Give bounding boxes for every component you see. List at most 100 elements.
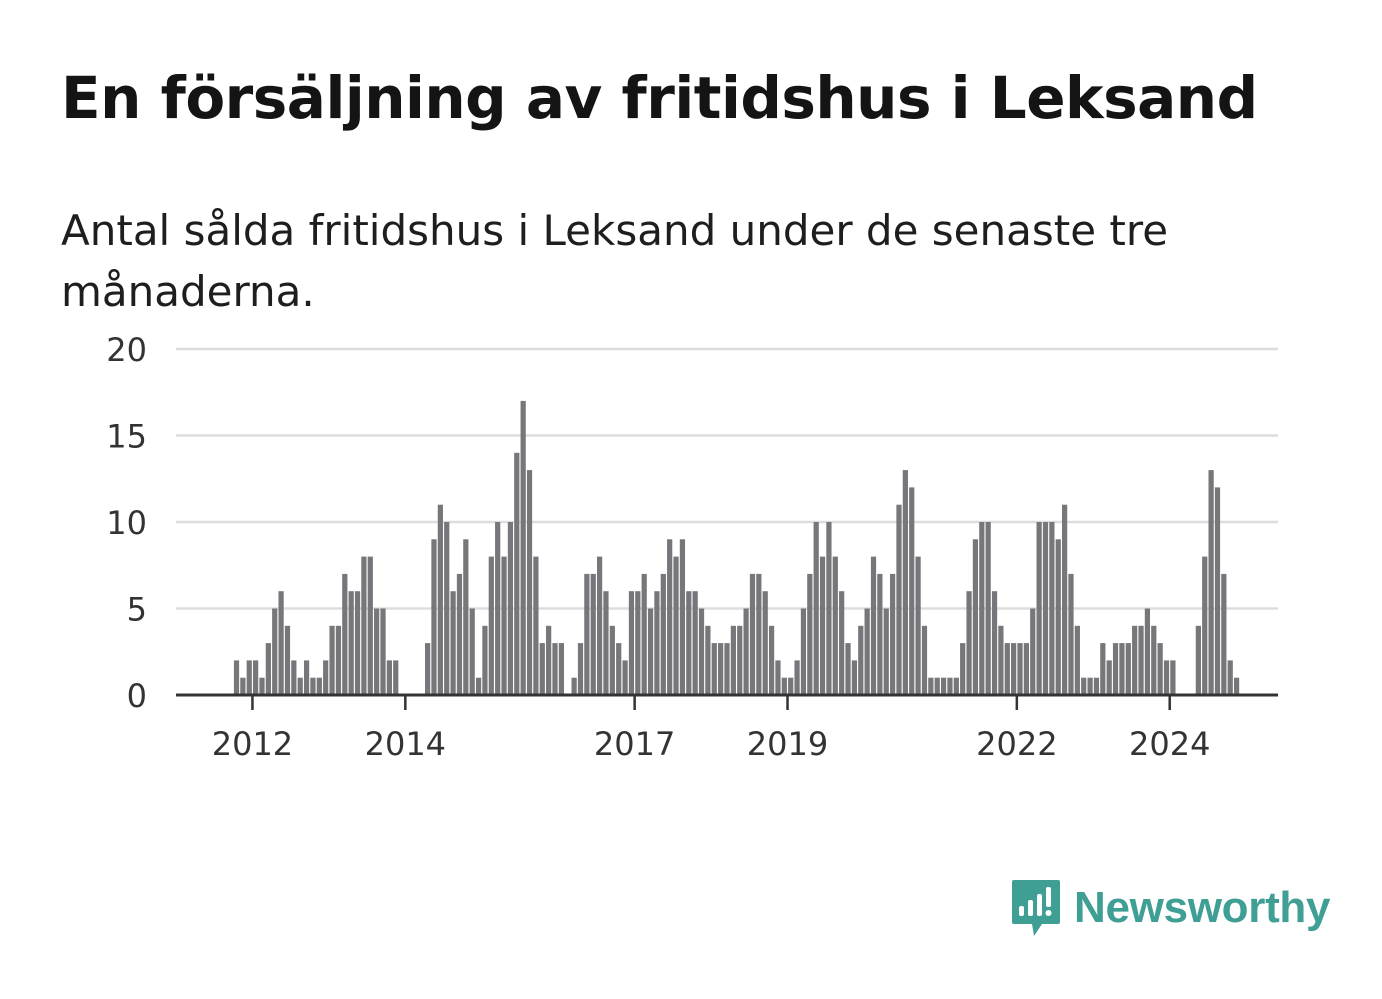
gridlines — [176, 347, 1278, 610]
bar — [845, 643, 851, 695]
bar — [870, 556, 877, 695]
bar — [768, 625, 775, 695]
bar — [1208, 470, 1214, 695]
bar — [374, 608, 380, 695]
bar — [297, 677, 303, 695]
x-tick-label: 2019 — [747, 725, 828, 763]
bar — [609, 625, 615, 695]
brand-name: Newsworthy — [1074, 883, 1331, 932]
bar — [724, 643, 730, 695]
bar — [660, 573, 666, 695]
bar — [488, 556, 494, 695]
chart-title: En försäljning av fritidshus i Leksand — [61, 64, 1258, 132]
bar — [1195, 625, 1201, 695]
y-axis-ticks: 0 5 10 15 20 — [106, 331, 147, 715]
y-tick-label: 15 — [106, 418, 147, 456]
bar — [1030, 608, 1036, 695]
bar — [259, 677, 265, 695]
bar — [475, 677, 482, 695]
bar — [335, 625, 342, 695]
bar — [679, 539, 686, 695]
bar — [310, 677, 316, 695]
bar — [1087, 677, 1093, 695]
bar — [329, 625, 335, 695]
bar — [1214, 487, 1221, 695]
bar — [1023, 643, 1029, 695]
bar — [303, 660, 310, 695]
newsworthy-logo-icon — [1012, 880, 1060, 936]
bar — [985, 522, 991, 695]
bar — [1227, 660, 1233, 695]
bar — [972, 539, 979, 695]
bar — [323, 660, 329, 695]
bar — [1233, 677, 1240, 695]
bar — [1202, 556, 1208, 695]
bar — [1049, 522, 1055, 695]
bar — [851, 660, 858, 695]
bar — [1106, 660, 1112, 695]
bar — [1132, 625, 1138, 695]
bar — [896, 504, 902, 695]
bar — [546, 625, 552, 695]
bar — [711, 643, 717, 695]
bar — [788, 677, 794, 695]
bar — [953, 677, 959, 695]
bar — [552, 643, 558, 695]
x-tick-label: 2022 — [976, 725, 1057, 763]
y-tick-label: 20 — [106, 331, 147, 369]
bar — [756, 573, 762, 695]
bar — [839, 591, 845, 695]
bar — [514, 452, 520, 695]
bar — [991, 591, 998, 695]
bar — [1055, 539, 1061, 695]
bar — [979, 522, 985, 695]
bar — [807, 573, 813, 695]
bar — [667, 539, 673, 695]
bar — [584, 573, 590, 695]
bar — [864, 608, 870, 695]
bar — [278, 591, 284, 695]
bar — [877, 573, 883, 695]
bar — [386, 660, 392, 695]
x-tick-label: 2024 — [1129, 725, 1210, 763]
bar — [718, 643, 724, 695]
bar — [1093, 677, 1100, 695]
x-tick-label: 2017 — [594, 725, 675, 763]
bar — [902, 470, 908, 695]
highlight-value-label: 1 — [1258, 0, 1278, 8]
x-axis-ticks: 2012 2014 2017 2019 2022 2024 — [212, 695, 1210, 763]
bar — [654, 591, 660, 695]
bar — [1100, 643, 1106, 695]
bar — [1081, 677, 1087, 695]
bar — [800, 608, 807, 695]
bar — [526, 470, 533, 695]
bar — [686, 591, 692, 695]
bar — [316, 677, 322, 695]
bar — [622, 660, 628, 695]
bar — [233, 660, 240, 695]
y-tick-label: 0 — [127, 677, 147, 715]
bar — [673, 556, 679, 695]
bar — [539, 643, 545, 695]
bar — [558, 643, 564, 695]
bar — [737, 625, 743, 695]
bar — [1163, 660, 1170, 695]
bar — [431, 539, 437, 695]
bar — [482, 625, 488, 695]
bar — [966, 591, 972, 695]
bar — [705, 625, 711, 695]
bar — [361, 556, 367, 695]
x-tick-label: 2012 — [212, 725, 293, 763]
bar — [641, 573, 647, 695]
value-labels: 1 — [1255, 0, 1281, 11]
bar — [698, 608, 705, 695]
bars — [233, 400, 1240, 695]
bar — [507, 522, 514, 695]
bar — [1144, 608, 1151, 695]
bar — [883, 608, 889, 695]
bar — [909, 487, 915, 695]
bar — [265, 643, 271, 695]
bar — [590, 573, 596, 695]
newsworthy-logo: Newsworthy — [1010, 878, 1330, 938]
bar — [890, 573, 896, 695]
